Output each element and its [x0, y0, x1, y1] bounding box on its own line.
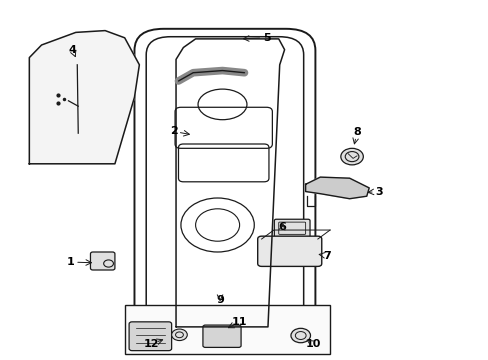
Text: 4: 4 [68, 45, 76, 55]
FancyBboxPatch shape [274, 219, 309, 237]
FancyBboxPatch shape [257, 236, 321, 266]
FancyBboxPatch shape [129, 322, 171, 351]
Text: 8: 8 [352, 127, 360, 138]
FancyBboxPatch shape [90, 252, 115, 270]
Text: 1: 1 [67, 257, 75, 267]
Polygon shape [305, 177, 368, 199]
Text: 10: 10 [305, 339, 320, 349]
Polygon shape [29, 31, 139, 164]
Text: 12: 12 [143, 339, 159, 349]
Circle shape [171, 329, 187, 341]
Text: 11: 11 [231, 317, 247, 327]
Text: 7: 7 [322, 251, 330, 261]
Circle shape [290, 328, 310, 343]
Text: 3: 3 [374, 186, 382, 197]
Bar [124, 305, 329, 354]
Text: 9: 9 [216, 294, 224, 305]
Text: 2: 2 [169, 126, 177, 136]
Text: 6: 6 [278, 222, 286, 232]
Circle shape [340, 148, 363, 165]
FancyBboxPatch shape [203, 325, 241, 347]
Text: 5: 5 [262, 33, 270, 43]
